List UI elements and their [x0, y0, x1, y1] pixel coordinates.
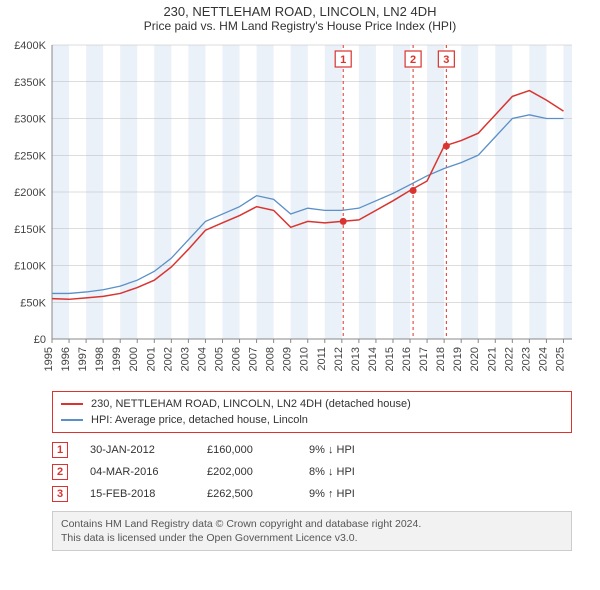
event-marker: 2 — [52, 464, 68, 480]
svg-text:2015: 2015 — [384, 347, 396, 371]
event-marker: 3 — [52, 486, 68, 502]
svg-text:2023: 2023 — [520, 347, 532, 371]
event-price: £202,000 — [207, 466, 287, 478]
svg-text:2018: 2018 — [435, 347, 447, 371]
svg-text:£150K: £150K — [14, 224, 46, 236]
svg-text:2013: 2013 — [350, 347, 362, 371]
svg-text:2020: 2020 — [469, 347, 481, 371]
events-table: 1 30-JAN-2012 £160,000 9% ↓ HPI 2 04-MAR-2016… — [52, 439, 572, 505]
svg-text:2019: 2019 — [452, 347, 464, 371]
svg-text:£200K: £200K — [14, 187, 46, 199]
svg-text:£350K: £350K — [14, 77, 46, 89]
event-row: 3 15-FEB-2018 £262,500 9% ↑ HPI — [52, 483, 572, 505]
chart-container: £0 £50K £100K £150K £200K £250K £300K £350K £400… — [0, 37, 600, 387]
legend: 230, NETTLEHAM ROAD, LINCOLN, LN2 4DH (d… — [52, 391, 572, 433]
svg-text:2012: 2012 — [333, 347, 345, 371]
svg-text:1: 1 — [340, 54, 346, 66]
event-delta: 8% ↓ HPI — [309, 466, 399, 478]
svg-text:2010: 2010 — [299, 347, 311, 371]
event-date: 15-FEB-2018 — [90, 488, 185, 500]
legend-swatch — [61, 419, 83, 422]
svg-text:2022: 2022 — [503, 347, 515, 371]
svg-text:2017: 2017 — [418, 347, 430, 371]
svg-text:2000: 2000 — [128, 347, 140, 371]
chart-svg: £0 £50K £100K £150K £200K £250K £300K £350K £400… — [0, 37, 600, 387]
svg-text:2021: 2021 — [486, 347, 498, 371]
svg-text:2003: 2003 — [179, 347, 191, 371]
svg-text:2002: 2002 — [162, 347, 174, 371]
svg-text:1999: 1999 — [111, 347, 123, 371]
event-marker: 1 — [52, 442, 68, 458]
svg-text:1996: 1996 — [60, 347, 72, 371]
event-date: 04-MAR-2016 — [90, 466, 185, 478]
svg-text:1998: 1998 — [94, 347, 106, 371]
event-delta: 9% ↓ HPI — [309, 444, 399, 456]
svg-text:2014: 2014 — [367, 347, 379, 371]
license-line: This data is licensed under the Open Gov… — [61, 531, 563, 545]
svg-text:2011: 2011 — [316, 347, 328, 371]
svg-text:£50K: £50K — [20, 297, 46, 309]
svg-text:1995: 1995 — [43, 347, 55, 371]
legend-item: 230, NETTLEHAM ROAD, LINCOLN, LN2 4DH (d… — [61, 396, 563, 412]
license-notice: Contains HM Land Registry data © Crown c… — [52, 511, 572, 551]
chart-subtitle: Price paid vs. HM Land Registry's House … — [0, 19, 600, 37]
license-line: Contains HM Land Registry data © Crown c… — [61, 517, 563, 531]
svg-text:2005: 2005 — [213, 347, 225, 371]
svg-text:2006: 2006 — [231, 347, 243, 371]
svg-text:2009: 2009 — [282, 347, 294, 371]
svg-text:£0: £0 — [34, 334, 46, 346]
svg-text:2016: 2016 — [401, 347, 413, 371]
svg-text:£400K: £400K — [14, 40, 46, 52]
svg-text:2024: 2024 — [537, 347, 549, 371]
chart-title: 230, NETTLEHAM ROAD, LINCOLN, LN2 4DH — [0, 0, 600, 19]
svg-text:£100K: £100K — [14, 261, 46, 273]
svg-text:£300K: £300K — [14, 114, 46, 126]
legend-label: HPI: Average price, detached house, Linc… — [91, 414, 308, 426]
svg-text:2008: 2008 — [265, 347, 277, 371]
svg-text:2007: 2007 — [248, 347, 260, 371]
svg-text:2: 2 — [410, 54, 416, 66]
legend-item: HPI: Average price, detached house, Linc… — [61, 412, 563, 428]
event-row: 2 04-MAR-2016 £202,000 8% ↓ HPI — [52, 461, 572, 483]
event-price: £160,000 — [207, 444, 287, 456]
event-date: 30-JAN-2012 — [90, 444, 185, 456]
event-delta: 9% ↑ HPI — [309, 488, 399, 500]
event-row: 1 30-JAN-2012 £160,000 9% ↓ HPI — [52, 439, 572, 461]
svg-text:3: 3 — [443, 54, 449, 66]
svg-text:£250K: £250K — [14, 150, 46, 162]
svg-text:1997: 1997 — [77, 347, 89, 371]
svg-text:2004: 2004 — [196, 347, 208, 371]
svg-text:2025: 2025 — [554, 347, 566, 371]
legend-label: 230, NETTLEHAM ROAD, LINCOLN, LN2 4DH (d… — [91, 398, 411, 410]
svg-text:2001: 2001 — [145, 347, 157, 371]
legend-swatch — [61, 403, 83, 406]
event-price: £262,500 — [207, 488, 287, 500]
